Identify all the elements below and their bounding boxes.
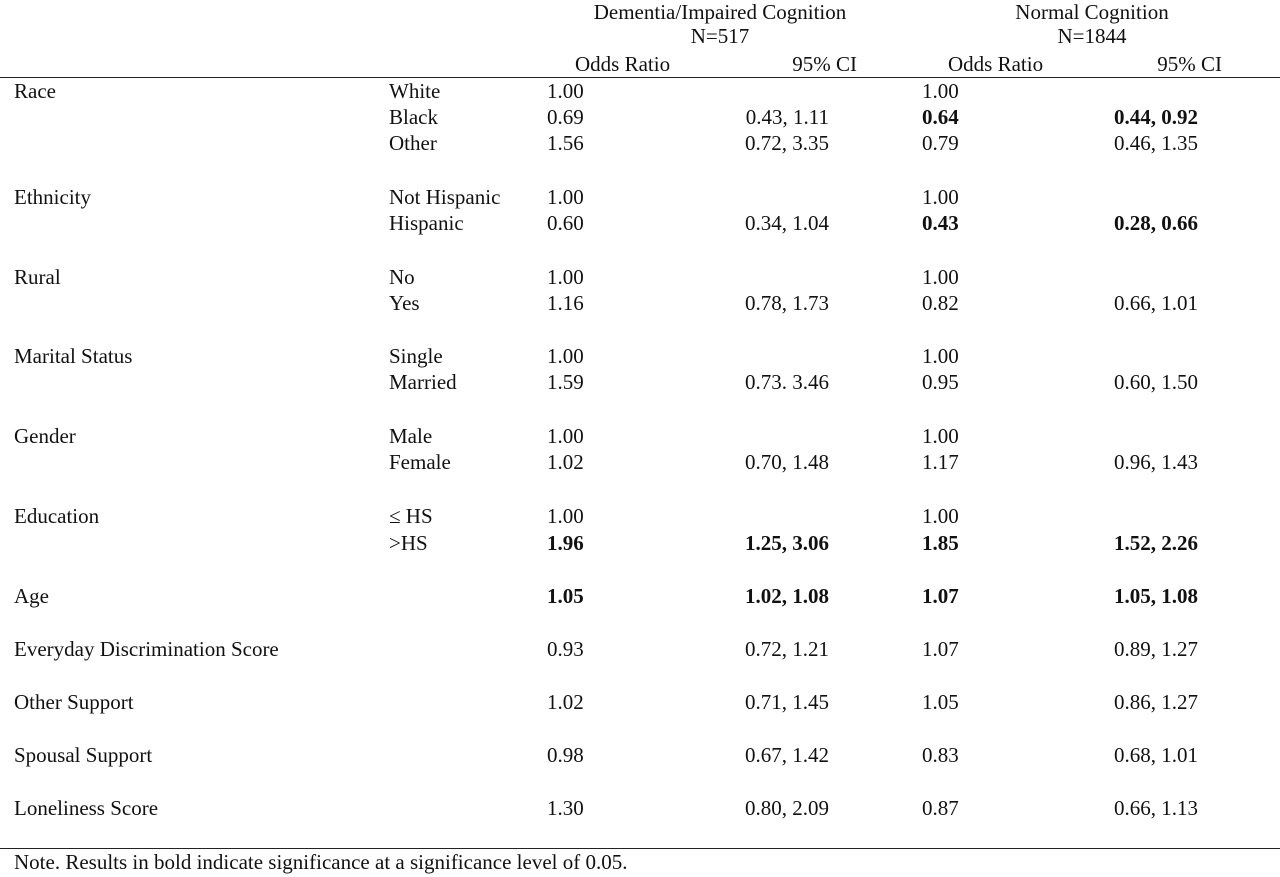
row-label: Rural: [14, 265, 61, 289]
ci-dementia: 0.43, 1.11: [745, 105, 829, 129]
odds-ratio-dementia: 1.05: [547, 584, 584, 608]
row-label: Marital Status: [14, 344, 133, 368]
row-label: Spousal Support: [14, 743, 153, 767]
ci-normal: 0.89, 1.27: [1114, 637, 1198, 661]
header-rule: [0, 77, 1280, 78]
odds-ratio-dementia: 1.00: [547, 79, 584, 103]
odds-ratio-normal: 1.00: [922, 79, 959, 103]
odds-ratio-normal: 1.00: [922, 504, 959, 528]
odds-ratio-dementia: 1.56: [547, 131, 584, 155]
group-2-n: N=1844: [1057, 24, 1127, 48]
odds-ratio-dementia: 0.60: [547, 211, 584, 235]
row-label: Race: [14, 79, 56, 103]
odds-ratio-dementia: 1.00: [547, 185, 584, 209]
ci-normal: 0.60, 1.50: [1114, 370, 1198, 394]
odds-ratio-dementia: 1.30: [547, 796, 584, 820]
odds-ratio-dementia: 1.00: [547, 504, 584, 528]
ci-dementia: 0.72, 3.35: [745, 131, 829, 155]
ci-normal: 0.68, 1.01: [1114, 743, 1198, 767]
ci-normal: 0.86, 1.27: [1114, 690, 1198, 714]
odds-ratio-normal: 1.00: [922, 265, 959, 289]
odds-ratio-dementia: 1.96: [547, 531, 584, 555]
ci-normal: 0.46, 1.35: [1114, 131, 1198, 155]
level-label: Yes: [389, 291, 420, 315]
odds-ratio-normal: 0.83: [922, 743, 959, 767]
group-1-title: Dementia/Impaired Cognition: [593, 0, 847, 24]
odds-ratio-normal: 0.95: [922, 370, 959, 394]
level-label: White: [389, 79, 441, 103]
level-label: Female: [389, 450, 451, 474]
table-note: Note. Results in bold indicate significa…: [14, 850, 628, 874]
ci-dementia: 0.71, 1.45: [745, 690, 829, 714]
odds-ratio-normal: 0.43: [922, 211, 959, 235]
odds-ratio-normal: 1.07: [922, 584, 959, 608]
row-label: Everyday Discrimination Score: [14, 637, 279, 661]
odds-ratio-normal: 0.79: [922, 131, 959, 155]
ci-normal: 0.28, 0.66: [1114, 211, 1198, 235]
odds-ratio-normal: 1.07: [922, 637, 959, 661]
ci-normal: 0.66, 1.13: [1114, 796, 1198, 820]
odds-ratio-dementia: 0.69: [547, 105, 584, 129]
level-label: Hispanic: [389, 211, 464, 235]
odds-ratio-normal: 1.00: [922, 424, 959, 448]
level-label: Married: [389, 370, 457, 394]
odds-ratio-dementia: 1.02: [547, 690, 584, 714]
odds-ratio-dementia: 1.02: [547, 450, 584, 474]
ci-dementia: 1.02, 1.08: [745, 584, 829, 608]
level-label: Single: [389, 344, 443, 368]
col-header-or1: Odds Ratio: [575, 52, 671, 76]
col-header-ci2: 95% CI: [1157, 52, 1222, 76]
ci-dementia: 0.73. 3.46: [745, 370, 829, 394]
group-1-n: N=517: [690, 24, 750, 48]
ci-dementia: 0.78, 1.73: [745, 291, 829, 315]
ci-dementia: 0.70, 1.48: [745, 450, 829, 474]
odds-ratio-normal: 0.87: [922, 796, 959, 820]
level-label: ≤ HS: [389, 504, 433, 528]
odds-ratio-normal: 1.85: [922, 531, 959, 555]
level-label: Black: [389, 105, 438, 129]
odds-ratio-normal: 0.82: [922, 291, 959, 315]
col-header-ci1: 95% CI: [792, 52, 857, 76]
odds-ratio-dementia: 1.00: [547, 344, 584, 368]
level-label: Other: [389, 131, 437, 155]
group-2-title: Normal Cognition: [1015, 0, 1169, 24]
row-label: Ethnicity: [14, 185, 91, 209]
ci-dementia: 0.67, 1.42: [745, 743, 829, 767]
ci-dementia: 1.25, 3.06: [745, 531, 829, 555]
ci-dementia: 0.72, 1.21: [745, 637, 829, 661]
ci-dementia: 0.80, 2.09: [745, 796, 829, 820]
level-label: Not Hispanic: [389, 185, 501, 209]
odds-ratio-normal: 1.00: [922, 185, 959, 209]
footer-rule: [0, 848, 1280, 849]
odds-ratio-normal: 1.00: [922, 344, 959, 368]
row-label: Age: [14, 584, 49, 608]
ci-normal: 0.44, 0.92: [1114, 105, 1198, 129]
ci-normal: 0.96, 1.43: [1114, 450, 1198, 474]
col-header-or2: Odds Ratio: [948, 52, 1044, 76]
level-label: >HS: [389, 531, 428, 555]
ci-normal: 1.52, 2.26: [1114, 531, 1198, 555]
odds-ratio-dementia: 1.16: [547, 291, 584, 315]
level-label: No: [389, 265, 415, 289]
odds-ratio-normal: 1.17: [922, 450, 959, 474]
row-label: Loneliness Score: [14, 796, 159, 820]
ci-normal: 0.66, 1.01: [1114, 291, 1198, 315]
level-label: Male: [389, 424, 433, 448]
odds-ratio-dementia: 1.59: [547, 370, 584, 394]
odds-ratio-normal: 1.05: [922, 690, 959, 714]
odds-ratio-dementia: 1.00: [547, 424, 584, 448]
ci-dementia: 0.34, 1.04: [745, 211, 829, 235]
row-label: Gender: [14, 424, 76, 448]
odds-ratio-dementia: 0.93: [547, 637, 584, 661]
odds-ratio-dementia: 1.00: [547, 265, 584, 289]
odds-ratio-dementia: 0.98: [547, 743, 584, 767]
row-label: Education: [14, 504, 100, 528]
row-label: Other Support: [14, 690, 134, 714]
odds-ratio-normal: 0.64: [922, 105, 959, 129]
ci-normal: 1.05, 1.08: [1114, 584, 1198, 608]
